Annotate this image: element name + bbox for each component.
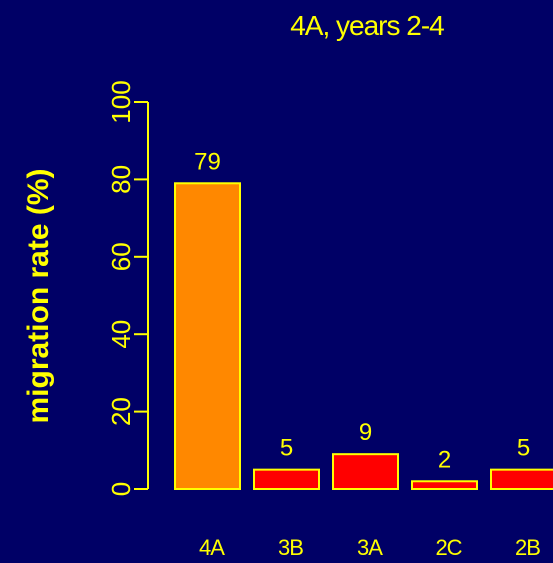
- category-label-4a: 4A: [199, 535, 225, 560]
- category-label-3b: 3B: [278, 535, 303, 560]
- category-labels-group: 4A 3B 3A 2C 2B: [199, 535, 541, 560]
- bar-3b: [253, 468, 320, 490]
- y-tick-label: 80: [106, 165, 136, 194]
- bar-3a: [332, 453, 399, 491]
- bars-group: [174, 182, 553, 491]
- data-label-2c: 2: [438, 446, 451, 473]
- y-tick-label: 20: [106, 397, 136, 426]
- data-label-4a: 79: [194, 148, 221, 175]
- y-axis: 0 20 40 60 80 100: [106, 80, 149, 496]
- data-label-3a: 9: [359, 419, 372, 446]
- data-label-2b: 5: [517, 435, 530, 462]
- data-label-3b: 5: [280, 435, 293, 462]
- bar-2b: [490, 468, 553, 490]
- category-label-3a: 3A: [357, 535, 383, 560]
- chart-title: 4A, years 2-4: [290, 10, 444, 41]
- bar-2c: [411, 480, 478, 491]
- category-label-2c: 2C: [435, 535, 462, 560]
- bar-4a: [174, 182, 241, 491]
- category-label-2b: 2B: [515, 535, 540, 560]
- data-labels-group: 79 5 9 2 5: [194, 148, 530, 473]
- y-tick-label: 0: [106, 482, 136, 496]
- y-axis-label: migration rate (%): [22, 168, 55, 423]
- y-tick-label: 40: [106, 320, 136, 349]
- y-tick-label: 100: [106, 80, 136, 123]
- y-tick-label: 60: [106, 242, 136, 271]
